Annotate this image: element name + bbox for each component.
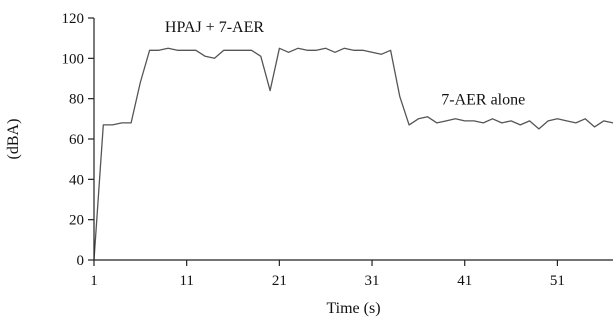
x-tick-label: 1 (90, 273, 98, 289)
x-tick-label: 11 (179, 273, 193, 289)
y-tick-label: 20 (69, 213, 84, 229)
y-tick-label: 40 (69, 172, 84, 188)
x-tick-label: 31 (365, 273, 380, 289)
x-tick-label: 21 (272, 273, 287, 289)
annotation-label: HPAJ + 7-AER (165, 19, 264, 36)
x-tick-label: 51 (550, 273, 565, 289)
plot-area (93, 47, 614, 261)
y-axis-title: (dBA) (5, 119, 22, 160)
annotation-label: 7-AER alone (441, 92, 525, 109)
y-tick-label: 80 (69, 92, 84, 108)
y-tick-label: 0 (77, 253, 85, 269)
y-tick-label: 100 (62, 51, 85, 67)
x-tick-label: 41 (457, 273, 472, 289)
y-tick-label: 120 (62, 11, 85, 27)
y-tick-label: 60 (69, 132, 84, 148)
x-axis-title: Time (s) (326, 300, 380, 317)
series-line (93, 47, 614, 261)
